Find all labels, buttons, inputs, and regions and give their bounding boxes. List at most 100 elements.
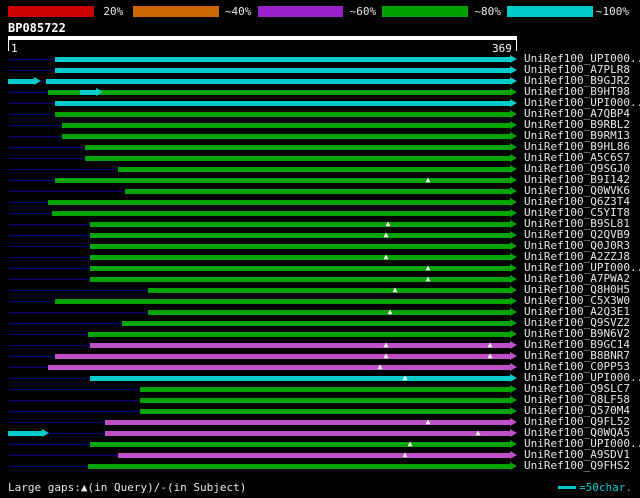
unaligned-query-line [8,59,55,60]
subject-label[interactable]: UniRef100_B9GJR2 [524,74,630,87]
alignment-bar-fragment[interactable] [8,429,49,437]
alignment-bar[interactable] [55,176,517,184]
alignment-bar[interactable] [48,198,517,206]
subject-label[interactable]: UniRef100_UPI000... [524,52,640,65]
alignment-bar[interactable] [55,99,517,107]
alignment-bar[interactable] [55,110,517,118]
alignment-bar[interactable] [122,319,517,327]
alignment-bar[interactable] [55,55,517,63]
alignment-bar[interactable] [90,242,517,250]
arrowhead-icon [510,275,517,283]
alignment-bar-fragment[interactable] [8,77,41,85]
subject-label[interactable]: UniRef100_A7PWA2 [524,272,630,285]
alignment-bar[interactable] [90,440,517,448]
ruler-tick-right [516,40,517,51]
alignment-bar[interactable] [125,187,517,195]
subject-label[interactable]: UniRef100_UPI000... [524,437,640,450]
arrowhead-icon [34,77,41,85]
subject-label[interactable]: UniRef100_C5X3W0 [524,294,630,307]
subject-label[interactable]: UniRef100_B9HL86 [524,140,630,153]
alignment-row: ▲ UniRef100_A2Q3E1 [0,305,640,318]
unaligned-query-line [8,114,55,115]
gap-marker-icon: ▲ [487,351,493,360]
alignment-row: UniRef100_Q0WVK6 [0,184,640,197]
alignment-bar[interactable] [118,165,517,173]
subject-label[interactable]: UniRef100_B9HT98 [524,85,630,98]
unaligned-query-line [8,268,90,269]
subject-label[interactable]: UniRef100_B9N6V2 [524,327,630,340]
subject-label[interactable]: UniRef100_A7QBP4 [524,107,630,120]
alignment-row: UniRef100_Q9SVZ2 [0,316,640,329]
alignment-bar[interactable] [90,275,517,283]
alignment-bar[interactable] [118,451,517,459]
alignment-bar[interactable] [62,121,517,129]
subject-label[interactable]: UniRef100_Q9SGJ0 [524,162,630,175]
unaligned-query-line [8,70,55,71]
subject-label[interactable]: UniRef100_Q9SVZ2 [524,316,630,329]
alignment-bar[interactable] [55,66,517,74]
gap-marker-icon: ▲ [387,307,393,316]
subject-label[interactable]: UniRef100_Q0J0R3 [524,239,630,252]
subject-label[interactable]: UniRef100_B9RBL2 [524,118,630,131]
arrowhead-icon [510,110,517,118]
subject-label[interactable]: UniRef100_Q9FL52 [524,415,630,428]
subject-label[interactable]: UniRef100_UPI000... [524,261,640,274]
alignment-bar[interactable] [62,132,517,140]
subject-label[interactable]: UniRef100_Q9SLC7 [524,382,630,395]
alignment-bar[interactable] [88,462,517,470]
alignment-row: UniRef100_Q0J0R3 [0,239,640,252]
key-label: ~80% [474,5,501,18]
subject-label[interactable]: UniRef100_A2ZZJ8 [524,250,630,263]
subject-label[interactable]: UniRef100_C5YIT8 [524,206,630,219]
gap-marker-icon: ▲ [402,373,408,382]
gap-marker-icon: ▲ [425,417,431,426]
subject-label[interactable]: UniRef100_A5C6S7 [524,151,630,164]
alignment-bar[interactable] [140,385,517,393]
alignment-bar[interactable] [88,330,517,338]
alignment-bar[interactable] [90,231,517,239]
scale-bar-icon [558,486,577,489]
subject-label[interactable]: UniRef100_Q570M4 [524,404,630,417]
alignment-bar[interactable] [55,297,517,305]
alignment-bar[interactable] [105,418,517,426]
subject-label[interactable]: UniRef100_Q8LF58 [524,393,630,406]
subject-label[interactable]: UniRef100_A9SDV1 [524,448,630,461]
subject-label[interactable]: UniRef100_UPI000... [524,96,640,109]
alignment-bar[interactable] [148,286,517,294]
subject-label[interactable]: UniRef100_Q6Z3T4 [524,195,630,208]
subject-label[interactable]: UniRef100_B9GC14 [524,338,630,351]
alignment-bar[interactable] [140,407,517,415]
subject-label[interactable]: UniRef100_Q8H0H5 [524,283,630,296]
arrowhead-icon [510,55,517,63]
subject-label[interactable]: UniRef100_A7PLR8 [524,63,630,76]
subject-label[interactable]: UniRef100_B9SL81 [524,217,630,230]
subject-label[interactable]: UniRef100_UPI000... [524,371,640,384]
subject-label[interactable]: UniRef100_C0PP53 [524,360,630,373]
alignment-bar[interactable] [148,308,517,316]
alignment-bar[interactable] [46,77,517,85]
subject-label[interactable]: UniRef100_Q2QVB9 [524,228,630,241]
subject-label[interactable]: UniRef100_B9I142 [524,173,630,186]
alignment-bar-fragment[interactable] [80,88,103,96]
subject-label[interactable]: UniRef100_B9RM13 [524,129,630,142]
alignment-bar[interactable] [90,220,517,228]
arrowhead-icon [510,418,517,426]
alignment-bar[interactable] [85,154,517,162]
alignment-bar[interactable] [48,88,517,96]
alignment-bar[interactable] [48,363,517,371]
alignment-row: ▲ UniRef100_Q2QVB9 [0,228,640,241]
alignment-bar[interactable] [90,264,517,272]
subject-label[interactable]: UniRef100_Q0WVK6 [524,184,630,197]
alignment-bar[interactable] [90,253,517,261]
subject-label[interactable]: UniRef100_Q0WQA5 [524,426,630,439]
alignment-bar[interactable] [55,352,517,360]
subject-label[interactable]: UniRef100_B8BNR7 [524,349,630,362]
alignment-bar[interactable] [90,374,517,382]
alignment-bar[interactable] [140,396,517,404]
alignment-bar[interactable] [105,429,517,437]
subject-label[interactable]: UniRef100_Q9FHS2 [524,459,630,472]
alignment-bar[interactable] [52,209,517,217]
alignment-bar[interactable] [90,341,517,349]
subject-label[interactable]: UniRef100_A2Q3E1 [524,305,630,318]
alignment-bar[interactable] [85,143,517,151]
